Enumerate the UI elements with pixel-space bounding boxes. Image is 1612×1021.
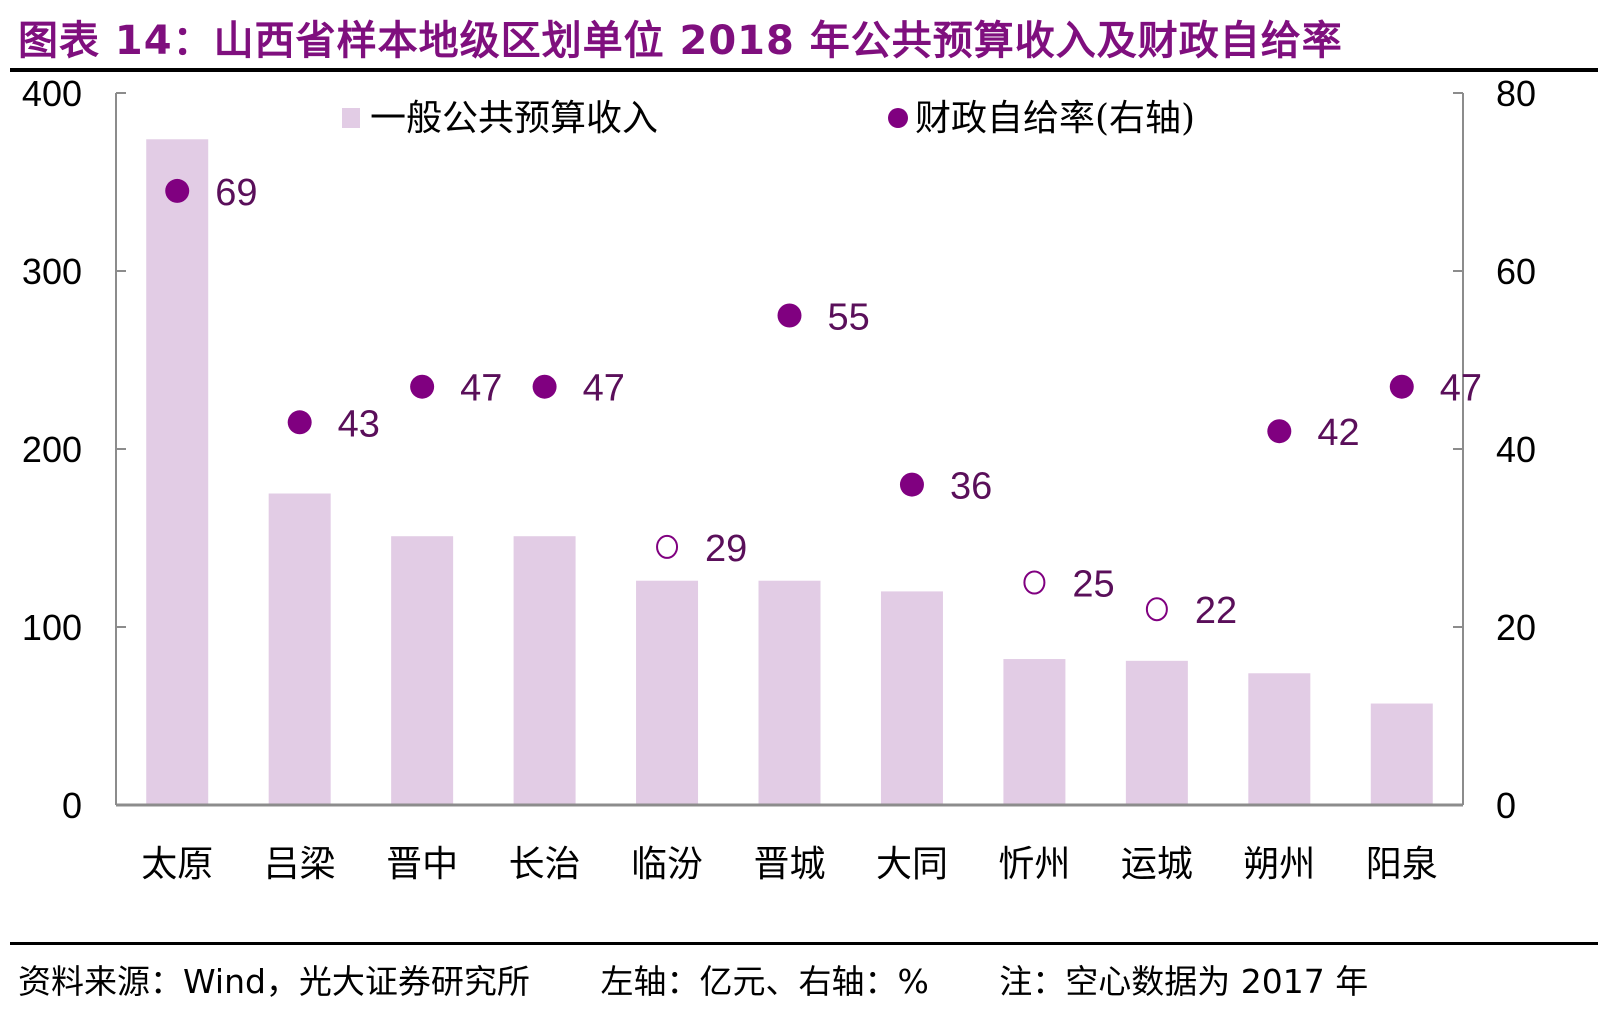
footer-divider [10, 942, 1598, 945]
bar-忻州 [1003, 659, 1066, 805]
bar-吕梁 [268, 493, 331, 805]
axes-note: 左轴：亿元、右轴：% [600, 962, 929, 1001]
category-label: 吕梁 [264, 844, 336, 885]
chart-area: 0 100 200 300 400 0 20 40 60 80 太原 吕梁 晋中 长治 临汾 晋城 大同 忻州 运城… [22, 73, 1536, 885]
category-label: 朔州 [1243, 844, 1315, 885]
data-label: 22 [1195, 590, 1237, 632]
chart-title: 图表 14：山西省样本地级区划单位 2018 年公共预算收入及财政自给率 [18, 18, 1343, 64]
right-tick-label: 80 [1496, 73, 1536, 114]
footer: 资料来源：Wind，光大证券研究所 左轴：亿元、右轴：% 注：空心数据为 201… [18, 955, 1368, 1003]
data-point [899, 472, 924, 497]
legend-label-bar: 一般公共预算收入 [370, 98, 658, 139]
hollow-note: 注：空心数据为 2017 年 [999, 962, 1369, 1001]
bar-太原 [146, 139, 209, 805]
data-label: 42 [1317, 412, 1359, 454]
title-divider [10, 68, 1598, 72]
data-label: 36 [950, 466, 992, 508]
data-label: 43 [338, 403, 380, 445]
legend-label-marker: 财政自给率(右轴) [915, 98, 1195, 139]
category-label: 长治 [509, 844, 581, 885]
points-layer: 69 43 47 47 29 55 36 25 22 42 47 [165, 172, 1482, 632]
category-label: 阳泉 [1366, 844, 1438, 885]
bar-长治 [513, 536, 576, 805]
data-point [532, 374, 557, 399]
data-point-hollow [1023, 570, 1046, 595]
legend-swatch-bar [342, 108, 360, 128]
category-label: 晋城 [753, 844, 825, 885]
bar-阳泉 [1370, 703, 1433, 805]
category-label: 忻州 [998, 844, 1070, 885]
left-tick-label: 0 [62, 785, 82, 826]
data-label: 25 [1072, 564, 1114, 606]
data-label: 47 [583, 368, 625, 410]
data-point-hollow [656, 534, 679, 559]
left-tick-label: 400 [22, 73, 82, 114]
category-label: 晋中 [386, 844, 458, 885]
bar-朔州 [1248, 673, 1311, 805]
data-point [287, 410, 312, 435]
right-tick-label: 40 [1496, 429, 1536, 470]
category-label: 太原 [141, 844, 213, 885]
right-tick-label: 20 [1496, 607, 1536, 648]
category-label: 大同 [876, 844, 948, 885]
data-point [1389, 374, 1414, 399]
source-note: 资料来源：Wind，光大证券研究所 [18, 962, 530, 1001]
bar-大同 [880, 591, 943, 805]
data-point [777, 303, 802, 328]
data-point [1267, 419, 1292, 444]
data-point [165, 178, 190, 203]
legend-swatch-marker [888, 108, 908, 128]
data-label: 29 [705, 528, 747, 570]
right-tick-label: 60 [1496, 251, 1536, 292]
data-label: 47 [460, 368, 502, 410]
left-tick-label: 100 [22, 607, 82, 648]
bars-layer [146, 139, 1433, 805]
category-label: 运城 [1121, 844, 1193, 885]
data-point-hollow [1145, 597, 1168, 622]
bar-临汾 [636, 580, 699, 805]
legend: 一般公共预算收入 财政自给率(右轴) [342, 98, 1195, 139]
data-label: 47 [1440, 368, 1482, 410]
category-label: 临汾 [631, 844, 703, 885]
bar-晋中 [391, 536, 454, 805]
right-tick-label: 0 [1496, 785, 1516, 826]
data-point [410, 374, 435, 399]
bar-运城 [1125, 660, 1188, 805]
axes-layer: 0 100 200 300 400 0 20 40 60 80 太原 吕梁 晋中 长治 临汾 晋城 大同 忻州 运城… [22, 73, 1536, 885]
bar-晋城 [758, 580, 821, 805]
left-tick-label: 200 [22, 429, 82, 470]
data-label: 69 [215, 172, 257, 214]
data-label: 55 [828, 297, 870, 339]
left-tick-label: 300 [22, 251, 82, 292]
